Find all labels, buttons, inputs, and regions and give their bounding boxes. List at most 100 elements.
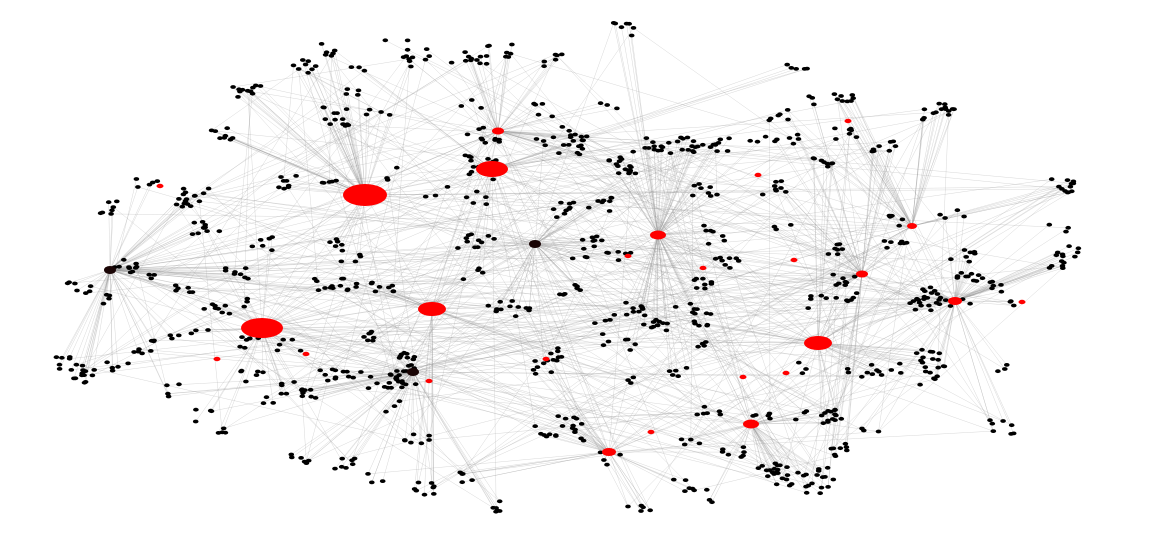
network-node (913, 351, 920, 355)
network-node (645, 146, 652, 150)
network-node (727, 266, 733, 270)
network-node (897, 241, 904, 246)
network-node (422, 57, 429, 62)
network-node (542, 143, 548, 148)
network-edge (534, 243, 564, 295)
network-edge (109, 269, 177, 291)
network-node (817, 491, 823, 496)
network-node (942, 102, 948, 107)
network-edge (412, 278, 697, 373)
network-node (786, 136, 793, 140)
network-node (794, 132, 801, 137)
network-node (618, 25, 625, 30)
network-edge (850, 100, 913, 227)
network-node (115, 364, 121, 369)
network-node (809, 96, 816, 100)
network-edge (573, 140, 723, 261)
network-node (396, 373, 402, 378)
network-node (415, 480, 422, 485)
network-node (682, 478, 689, 482)
network-edge (657, 144, 716, 236)
network-node (774, 463, 781, 468)
network-edge (540, 433, 610, 453)
network-node (919, 347, 925, 352)
network-node (386, 285, 392, 290)
network-edge (109, 227, 205, 271)
network-node (1056, 184, 1062, 189)
network-node (656, 319, 663, 324)
network-edge (109, 221, 203, 271)
network-node (1075, 246, 1082, 251)
network-node (853, 291, 860, 295)
network-node (368, 281, 375, 286)
network-edge (460, 451, 610, 473)
network-edge (109, 210, 113, 271)
network-edge (491, 168, 644, 508)
network-edge (711, 423, 752, 503)
network-node (918, 303, 924, 308)
network-node (400, 369, 407, 374)
network-node (365, 472, 371, 476)
network-node (954, 208, 961, 213)
network-edge (832, 243, 905, 420)
network-node (595, 199, 601, 203)
network-node (220, 426, 227, 431)
network-node (1063, 229, 1069, 234)
network-edge (109, 137, 647, 271)
network-edge (433, 225, 913, 487)
network-node (773, 188, 779, 193)
network-node (655, 148, 661, 153)
network-edge (827, 214, 941, 423)
network-edge (594, 296, 925, 324)
network-node (557, 292, 563, 297)
network-node (179, 204, 186, 209)
network-node (843, 445, 850, 449)
network-edge (534, 243, 931, 311)
network-edge (556, 273, 863, 361)
network-edge (606, 133, 850, 253)
network-node (109, 208, 115, 213)
network-node (169, 336, 175, 341)
network-node (690, 139, 697, 144)
network-node (116, 264, 122, 269)
network-node (848, 126, 854, 131)
network-edge (817, 342, 822, 416)
network-node (632, 342, 638, 347)
network-node (942, 105, 948, 110)
network-node (469, 98, 475, 102)
network-node (689, 310, 696, 315)
network-node (244, 296, 251, 301)
network-node (1072, 254, 1078, 259)
network-node (617, 155, 623, 160)
dark-hub-node (104, 266, 116, 274)
network-node (1046, 222, 1053, 227)
network-node (548, 351, 554, 356)
network-edge (255, 85, 632, 168)
network-edge (431, 308, 756, 416)
network-edge (447, 130, 499, 188)
network-edge (833, 273, 863, 449)
network-edge (424, 308, 433, 495)
network-edge (477, 270, 695, 491)
network-edge (690, 133, 850, 440)
network-node (623, 312, 630, 317)
network-edge (479, 63, 659, 236)
network-edge (778, 115, 913, 227)
network-node (552, 52, 559, 57)
network-node (832, 418, 838, 422)
network-node (920, 355, 926, 360)
network-node (725, 452, 732, 457)
network-edge (488, 45, 499, 132)
network-node (754, 139, 761, 144)
network-node (864, 370, 871, 375)
network-edge (775, 300, 956, 464)
network-node (834, 252, 841, 257)
network-node (175, 286, 181, 291)
network-node (707, 228, 714, 233)
network-node (719, 258, 725, 263)
network-edge (576, 225, 913, 419)
network-node (468, 169, 475, 174)
network-edge (195, 327, 263, 422)
network-edge (109, 119, 923, 271)
network-node (844, 448, 850, 453)
